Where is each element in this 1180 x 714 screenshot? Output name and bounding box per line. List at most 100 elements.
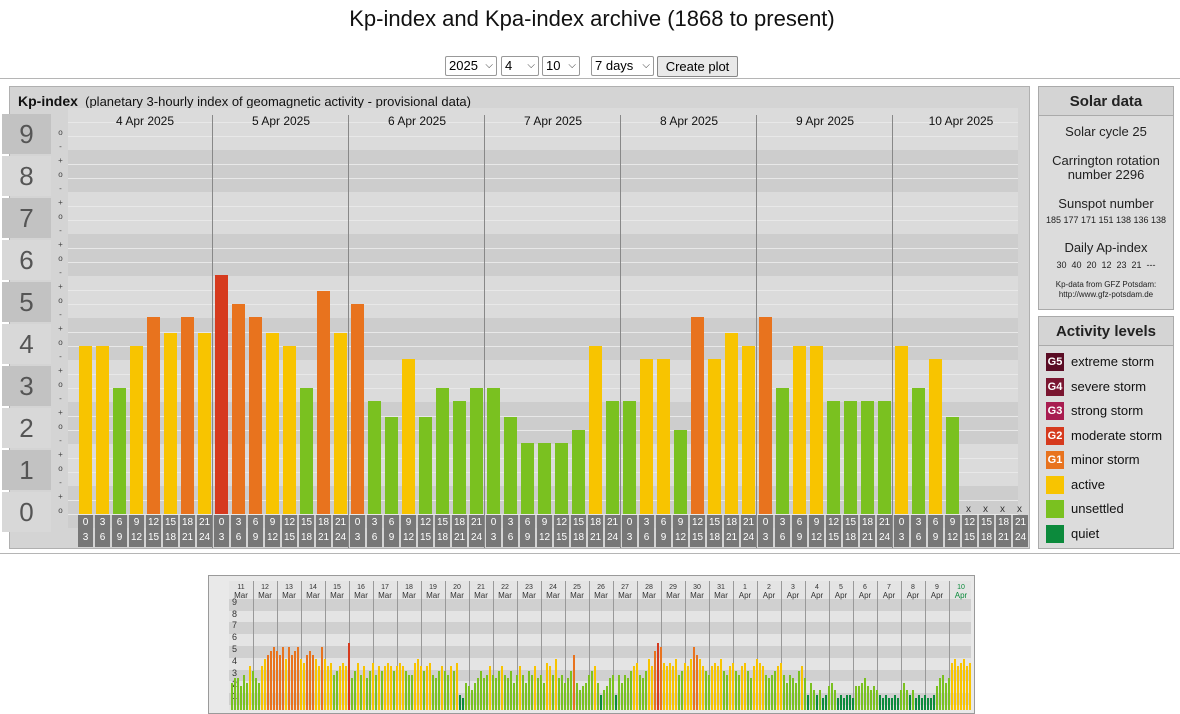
interval-end: 3 (218, 532, 225, 543)
overview-bar (825, 695, 827, 710)
overview-day-number: 12 (261, 584, 269, 591)
overview-bar (441, 666, 443, 710)
overview-bar (429, 663, 431, 710)
kp-bar (419, 417, 432, 514)
overview-bar (717, 666, 719, 710)
kp-bar (249, 317, 262, 514)
interval-start: 9 (949, 517, 956, 528)
overview-day-number: 30 (693, 584, 701, 591)
overview-bar (801, 666, 803, 710)
grid-line (68, 374, 1018, 375)
grid-band (68, 108, 1018, 150)
overview-bar (483, 678, 485, 710)
overview-bar (756, 659, 758, 710)
grid-line (68, 220, 1018, 221)
month-select[interactable]: 4 ⌵ (501, 56, 539, 76)
overview-bar (888, 698, 890, 710)
overview-bar (864, 678, 866, 710)
kp-bar (793, 346, 806, 514)
year-select[interactable]: 2025 ⌵ (445, 56, 497, 76)
overview-day-separator (469, 581, 470, 710)
overview-bar (918, 695, 920, 710)
grid-line (68, 290, 1018, 291)
overview-day-label: 10 Apr (949, 584, 971, 600)
grid-line (68, 206, 1018, 207)
overview-day-number: 19 (429, 584, 437, 591)
overview-bar (438, 671, 440, 710)
overview-bar (618, 675, 620, 710)
overview-day-separator (925, 581, 926, 710)
overview-bar (762, 666, 764, 710)
overview-bar (678, 675, 680, 710)
overview-bar (327, 666, 329, 710)
overview-bar (495, 678, 497, 710)
overview-month: Mar (690, 591, 704, 600)
overview-month: Mar (258, 591, 272, 600)
overview-bar (507, 678, 509, 710)
kp-fraction-mark: + (58, 198, 63, 207)
overview-bar (504, 675, 506, 710)
overview-bar (603, 690, 605, 710)
kp-bar (810, 346, 823, 514)
interval-end: 12 (130, 532, 143, 543)
overview-bar (915, 698, 917, 710)
overview-band (229, 622, 971, 635)
overview-bar (240, 686, 242, 710)
overview-band (229, 646, 971, 658)
interval-start: 18 (589, 517, 602, 528)
overview-bar (675, 659, 677, 710)
overview-day-separator (877, 581, 878, 710)
overview-bar (672, 666, 674, 710)
interval-end: 9 (796, 532, 803, 543)
kp-fraction-mark: - (59, 184, 62, 193)
overview-day-number: 18 (405, 584, 413, 591)
range-select[interactable]: 7 days ⌵ (591, 56, 654, 76)
kp-bar (776, 388, 789, 514)
overview-day-separator (493, 581, 494, 710)
overview-bar (363, 666, 365, 710)
overview-bar (354, 671, 356, 710)
create-plot-button[interactable]: Create plot (657, 56, 738, 77)
overview-bar (753, 666, 755, 710)
overview-bar (648, 659, 650, 710)
kp-bar (742, 346, 755, 514)
overview-bar (336, 671, 338, 710)
overview-day-number: 27 (621, 584, 629, 591)
interval-label: 18 21 (996, 515, 1011, 547)
overview-bar (393, 671, 395, 710)
missing-data-mark: x (966, 504, 971, 515)
kp-scale-label: 9 (2, 114, 51, 154)
overview-bar (909, 695, 911, 710)
interval-end: 18 (572, 532, 585, 543)
interval-end: 3 (354, 532, 361, 543)
overview-day-label: 3 Apr (781, 584, 805, 600)
overview-bar (723, 671, 725, 710)
overview-y-label: 3 (231, 667, 237, 678)
overview-bar (231, 683, 233, 710)
interval-start: 0 (762, 517, 769, 528)
kp-bar (351, 304, 364, 514)
overview-day-label: 13 Mar (277, 584, 301, 600)
overview-month: Mar (642, 591, 656, 600)
interval-label: 9 12 (401, 515, 416, 547)
overview-bar (333, 675, 335, 710)
overview-day-label: 31 Mar (709, 584, 733, 600)
credit-link[interactable]: http://www.gfz-potsdam.de (1058, 290, 1154, 299)
overview-bar (831, 683, 833, 710)
overview-bar (558, 678, 560, 710)
overview-bar (870, 690, 872, 710)
day-select[interactable]: 10 ⌵ (542, 56, 580, 76)
ap-index-values: 30 40 20 12 23 21 --- (1056, 260, 1156, 270)
interval-end: 18 (844, 532, 857, 543)
overview-bar (498, 671, 500, 710)
overview-bar (726, 675, 728, 710)
overview-bar (291, 655, 293, 710)
overview-bar (258, 683, 260, 710)
interval-start: 0 (898, 517, 905, 528)
interval-end: 3 (82, 532, 89, 543)
overview-day-label: 29 Mar (661, 584, 685, 600)
overview-month: Mar (714, 591, 728, 600)
range-value: 7 days (595, 58, 634, 73)
